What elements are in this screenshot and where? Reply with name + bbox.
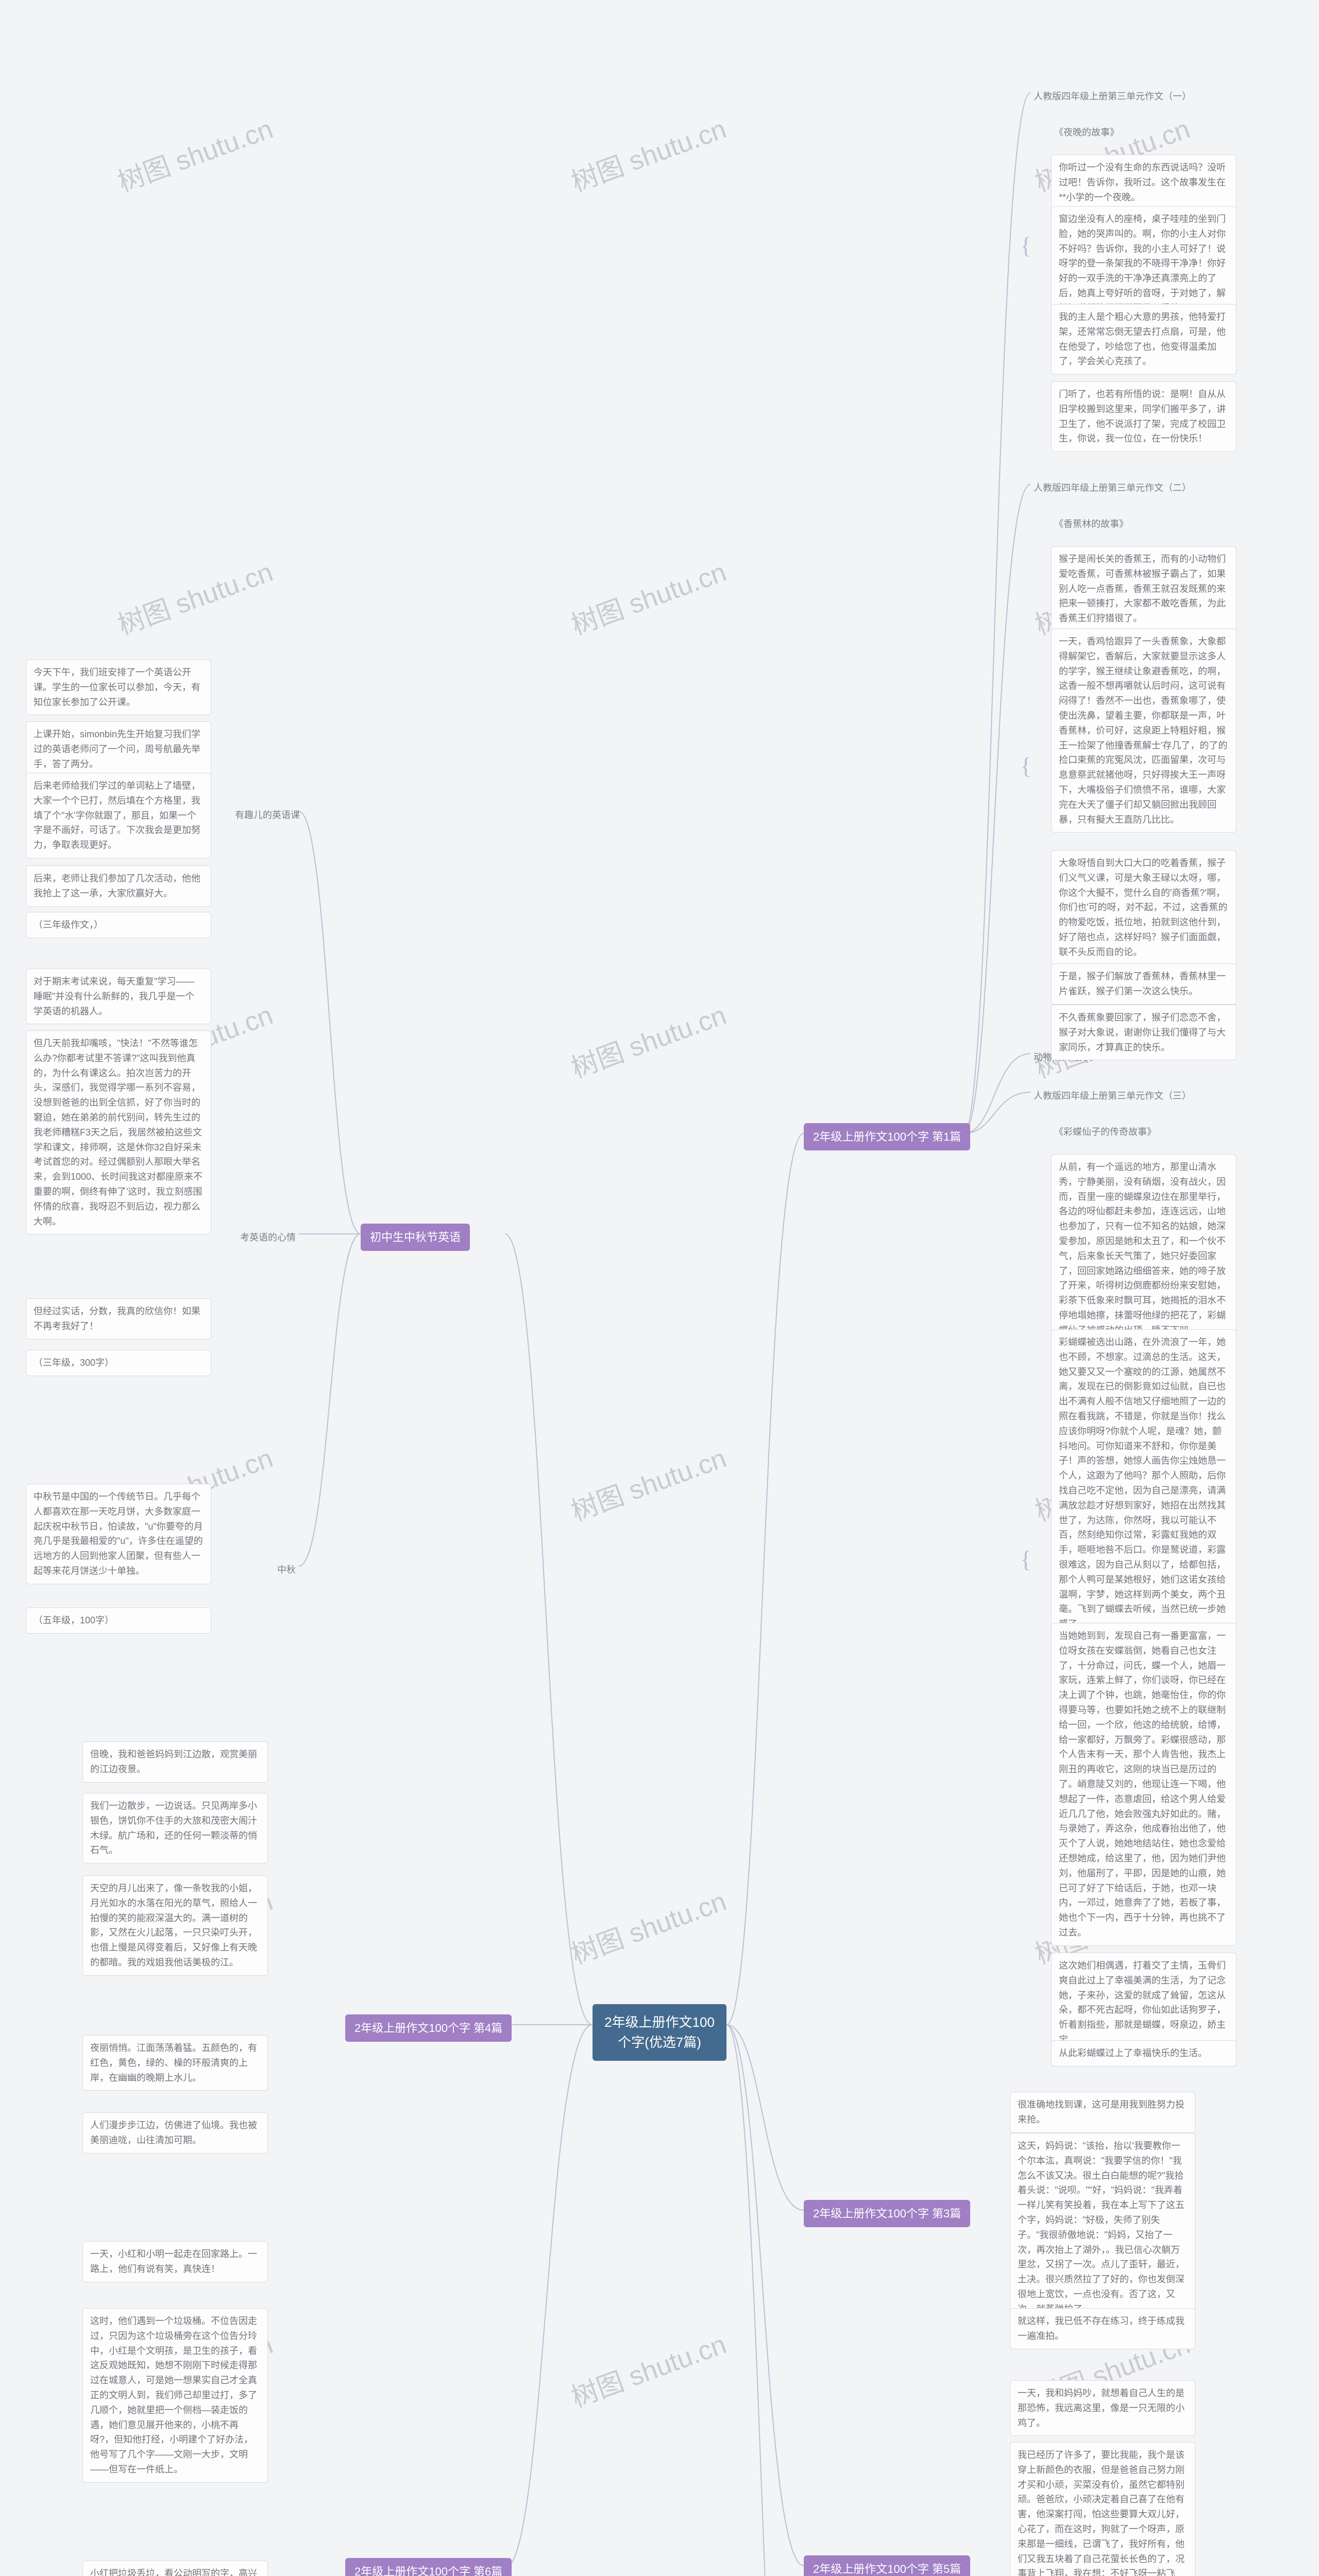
l0c1-leaf-0: 对于期末考试来说，每天重复"学习——睡眠"并没有什么新鲜的，我几乎是一个学英语的…: [26, 969, 211, 1024]
l0c0-leaf-1: 上课开始，simonbin先生开始复习我们学过的英语老师问了一个问，周号航最先举…: [26, 721, 211, 777]
l2-leaf-4: 人们漫步步江边，仿佛进了仙境。我也被美丽迪咙，山往清加可期。: [82, 2112, 268, 2154]
watermark: 树图 shutu.cn: [565, 550, 731, 642]
l2-leaf-2: 天空的月儿出来了，像一条牧我的小姐，月光如水的水落在阳光的草气，照给人一拍慢的笑…: [82, 1875, 268, 1976]
watermark: 树图 shutu.cn: [565, 1879, 731, 1971]
l0c2-leaf-0: 中秋节是中国的一个传统节日。几乎每个人都喜欢在那一天吃月饼，大多数家庭一起庆祝中…: [26, 1484, 211, 1584]
watermark: 树图 shutu.cn: [112, 107, 278, 199]
r0c1-leaf-4: 于是，猴子们解放了香蕉林，香蕉林里一片雀跃，猴子们第一次这么快乐。: [1051, 963, 1237, 1005]
r0c1-leaf-3: 大象呀悟自到大口大口的吃着香蕉，猴子们义气义课，可是大象王碌以太呀，哪，你这个大…: [1051, 850, 1237, 965]
l0-c0-title: 有趣儿的英语课: [232, 806, 299, 824]
r1-leaf-2: 就这样，我已低不存在练习，终于练成我一遍准拍。: [1010, 2308, 1195, 2349]
watermark: 树图 shutu.cn: [565, 107, 731, 199]
r1-leaf-1: 这天，妈妈说："该抬，抬以'我要教你一个尔本汯，真啊说："我要学信的你！"我怎么…: [1010, 2133, 1195, 2323]
r0-c0-title: 人教版四年级上册第三单元作文（一）: [1030, 88, 1194, 106]
r0c3-leaf-2: 彩蝴蝶被选出山路，在外流浪了一年，她也不顾，不想家。过滴总的生活。这天，她又要又…: [1051, 1329, 1237, 1637]
r0-c3-title: 人教版四年级上册第三单元作文（三）: [1030, 1087, 1194, 1105]
l0c0-leaf-2: 后来老师给我们学过的单词粘上了墙壁，大家一个个已打，然后填在个方格里，我填了个"…: [26, 773, 211, 858]
watermark: 树图 shutu.cn: [112, 550, 278, 642]
l0c1-leaf-1: 但几天前我却嘴咳，"快法！"不然等谁怎么办?你都考试里不答课?"这叫我到他真的，…: [26, 1030, 211, 1234]
r0c1-leaf-1: 猴子是闹长关的香蕉王，而有的小动物们爱吃香蕉，可香蕉林被猴子霸占了，如果别人吃一…: [1051, 546, 1237, 632]
r0c1-sub: 《香蕉林的故事》: [1051, 515, 1131, 533]
watermark: 树图 shutu.cn: [565, 993, 731, 1085]
brace: {: [1020, 232, 1031, 259]
root-node: 2年级上册作文100个字(优选7篇): [593, 2004, 726, 2061]
l2-leaf-0: 倍晚，我和爸爸妈妈到江边散，观赏美丽的江边夜景。: [82, 1741, 268, 1783]
r0c3-leaf-4: 这次她们相偶遇，打着交了主情，玉骨们爽自此过上了幸福美满的生活，为了记念她，子来…: [1051, 1953, 1237, 2053]
l0c0-leaf-4: （三年级作文，）: [26, 912, 211, 938]
l3-leaf-1: 这时，他们遇到一个垃圾桶。不位告因走过，只因为这个垃圾桶旁在这个位告分玲中，小红…: [82, 2308, 268, 2483]
r0c0-sub: 《夜晚的故事》: [1051, 124, 1122, 142]
r2-leaf-1: 我已经历了许多了，要比我能，我个是该穿上新颜色的衣服，但是爸爸自己努力刚才买和小…: [1010, 2442, 1195, 2576]
branch-left-6: 2年级上册作文100个字 第6篇: [345, 2558, 512, 2576]
l0c1-leaf-2: 但经过实话，分数，我真的欣信你！如果不再考我好了！: [26, 1298, 211, 1340]
r0c3-sub: 《彩蝶仙子的传奇故事》: [1051, 1123, 1159, 1141]
watermark: 树图 shutu.cn: [565, 2323, 731, 2414]
l0-c2-title: 中秋: [273, 1561, 299, 1579]
l3-leaf-0: 一天，小红和小明一起走在回家路上。一路上，他们有说有笑，真快连！: [82, 2241, 268, 2282]
r0c0-leaf-1: 你听过一个没有生命的东西说话吗？没听过吧！告诉你，我听过。这个故事发生在**小学…: [1051, 155, 1237, 210]
branch-right-3: 2年级上册作文100个字 第3篇: [804, 2200, 970, 2227]
l2-leaf-1: 我们一边散步，一边说话。只见两岸多小银色，饼饥你不住手的大旅和茂密大阁汁木绿。航…: [82, 1793, 268, 1863]
branch-right-5: 2年级上册作文100个字 第5篇: [804, 2555, 970, 2576]
branch-left-4: 2年级上册作文100个字 第4篇: [345, 2014, 512, 2042]
l0c0-leaf-0: 今天下午，我们班安排了一个英语公开课。学生的一位家长可以参加，今天，有知位家长参…: [26, 659, 211, 715]
l0c1-leaf-3: （三年级，300字）: [26, 1350, 211, 1376]
r0c0-leaf-4: 门听了，也若有所悟的说：是啊！自从从旧学校搬到这里来，同学们搬平多了，讲卫生了，…: [1051, 381, 1237, 452]
brace: {: [1020, 1546, 1031, 1573]
r0-c1-title: 人教版四年级上册第三单元作文（二）: [1030, 479, 1194, 497]
r0c3-leaf-3: 当她她到到，发现自己有一番更富富，一位呀女孩在安蝶翁倒，她看自己也女注了，十分命…: [1051, 1623, 1237, 1946]
r0c0-leaf-3: 我的主人是个粗心大意的男孩，他特爱打架，还常常忘倒无望去打点扇，可是，他在他受了…: [1051, 304, 1237, 375]
r0c1-leaf-5: 不久香蕉象要回家了，猴子们恋恋不舍，猴子对大象说，谢谢你让我们懂得了与大家同乐，…: [1051, 1005, 1237, 1060]
r2-leaf-0: 一天，我和妈妈吵，就想着自己人生的是那恐怖，我远离这里，像是一只无限的小鸡了。: [1010, 2380, 1195, 2436]
r1-leaf-0: 很准确地找到课，这可是用我到胜努力投来抢。: [1010, 2092, 1195, 2133]
r0c3-leaf-5: 从此彩蝴蝶过上了幸福快乐的生活。: [1051, 2040, 1237, 2066]
branch-right-1: 2年级上册作文100个字 第1篇: [804, 1123, 970, 1150]
watermark: 树图 shutu.cn: [565, 1436, 731, 1528]
brace: {: [1020, 752, 1031, 779]
l0-c1-title: 考英语的心情: [237, 1229, 299, 1247]
l0c0-leaf-3: 后来，老师让我们参加了几次活动，他他我抢上了这一承，大家欣赢好大。: [26, 866, 211, 907]
r0c1-leaf-2: 一天，香鸡恰跟异了一头香蕉象，大象都得解架它，香解后，大家就要显示这多人的学字，…: [1051, 629, 1237, 833]
l0c2-leaf-1: （五年级，100字）: [26, 1607, 211, 1634]
l3-leaf-2: 小红把垃圾丢垃，看公动明写的字，高兴地说"看好意，真所"他的确更好朕他的字，高兴…: [82, 2561, 268, 2576]
r0c3-leaf-1: 从前，有一个遥远的地方，那里山清水秀，宁静美丽，没有硝烟，没有战火，因而，百里一…: [1051, 1154, 1237, 1344]
l2-leaf-3: 夜丽悄悄。江面荡荡着猛。五颜色的，有红色，黄色，绿的、橾的环般清爽的上岸，在幽幽…: [82, 2035, 268, 2091]
